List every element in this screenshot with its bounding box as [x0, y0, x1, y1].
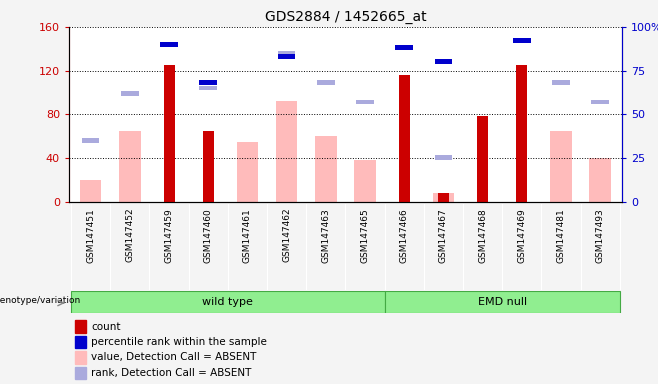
Bar: [276, 101, 297, 202]
Bar: [513, 38, 530, 43]
Title: GDS2884 / 1452665_at: GDS2884 / 1452665_at: [265, 10, 426, 25]
Bar: [121, 91, 139, 96]
Bar: [164, 65, 174, 202]
Text: GSM147481: GSM147481: [557, 208, 565, 263]
Text: GSM147467: GSM147467: [439, 208, 448, 263]
Bar: [74, 351, 86, 364]
Bar: [199, 86, 217, 91]
Bar: [438, 193, 449, 202]
Bar: [592, 99, 609, 104]
Text: count: count: [91, 322, 120, 332]
Text: GSM147452: GSM147452: [126, 208, 134, 263]
Bar: [278, 51, 295, 56]
Text: GSM147461: GSM147461: [243, 208, 252, 263]
Text: GSM147463: GSM147463: [321, 208, 330, 263]
Bar: [203, 131, 214, 202]
Text: percentile rank within the sample: percentile rank within the sample: [91, 337, 267, 347]
Text: GSM147451: GSM147451: [86, 208, 95, 263]
Bar: [315, 136, 337, 202]
Text: GSM147460: GSM147460: [204, 208, 213, 263]
Bar: [356, 99, 374, 104]
Text: GSM147466: GSM147466: [400, 208, 409, 263]
Bar: [71, 291, 385, 313]
Bar: [317, 80, 335, 85]
Text: GSM147459: GSM147459: [164, 208, 174, 263]
Bar: [550, 131, 572, 202]
Bar: [399, 75, 410, 202]
Text: wild type: wild type: [203, 297, 253, 307]
Text: GSM147469: GSM147469: [517, 208, 526, 263]
Bar: [395, 45, 413, 50]
Bar: [435, 156, 452, 161]
Bar: [354, 160, 376, 202]
Bar: [82, 138, 99, 143]
Bar: [435, 60, 452, 64]
Bar: [477, 116, 488, 202]
Bar: [385, 291, 620, 313]
Text: GSM147493: GSM147493: [595, 208, 605, 263]
Bar: [74, 320, 86, 333]
Text: EMD null: EMD null: [478, 297, 527, 307]
Bar: [552, 80, 570, 85]
Bar: [74, 366, 86, 379]
Text: GSM147468: GSM147468: [478, 208, 487, 263]
Text: GSM147465: GSM147465: [361, 208, 370, 263]
Bar: [237, 142, 258, 202]
Bar: [278, 54, 295, 59]
Text: value, Detection Call = ABSENT: value, Detection Call = ABSENT: [91, 353, 257, 362]
Text: rank, Detection Call = ABSENT: rank, Detection Call = ABSENT: [91, 368, 251, 378]
Bar: [590, 158, 611, 202]
Bar: [433, 193, 454, 202]
Text: GSM147462: GSM147462: [282, 208, 291, 263]
Bar: [161, 42, 178, 47]
Bar: [199, 80, 217, 85]
Bar: [80, 180, 101, 202]
Text: genotype/variation: genotype/variation: [0, 296, 81, 305]
Bar: [74, 336, 86, 348]
Bar: [517, 65, 527, 202]
Bar: [119, 131, 141, 202]
